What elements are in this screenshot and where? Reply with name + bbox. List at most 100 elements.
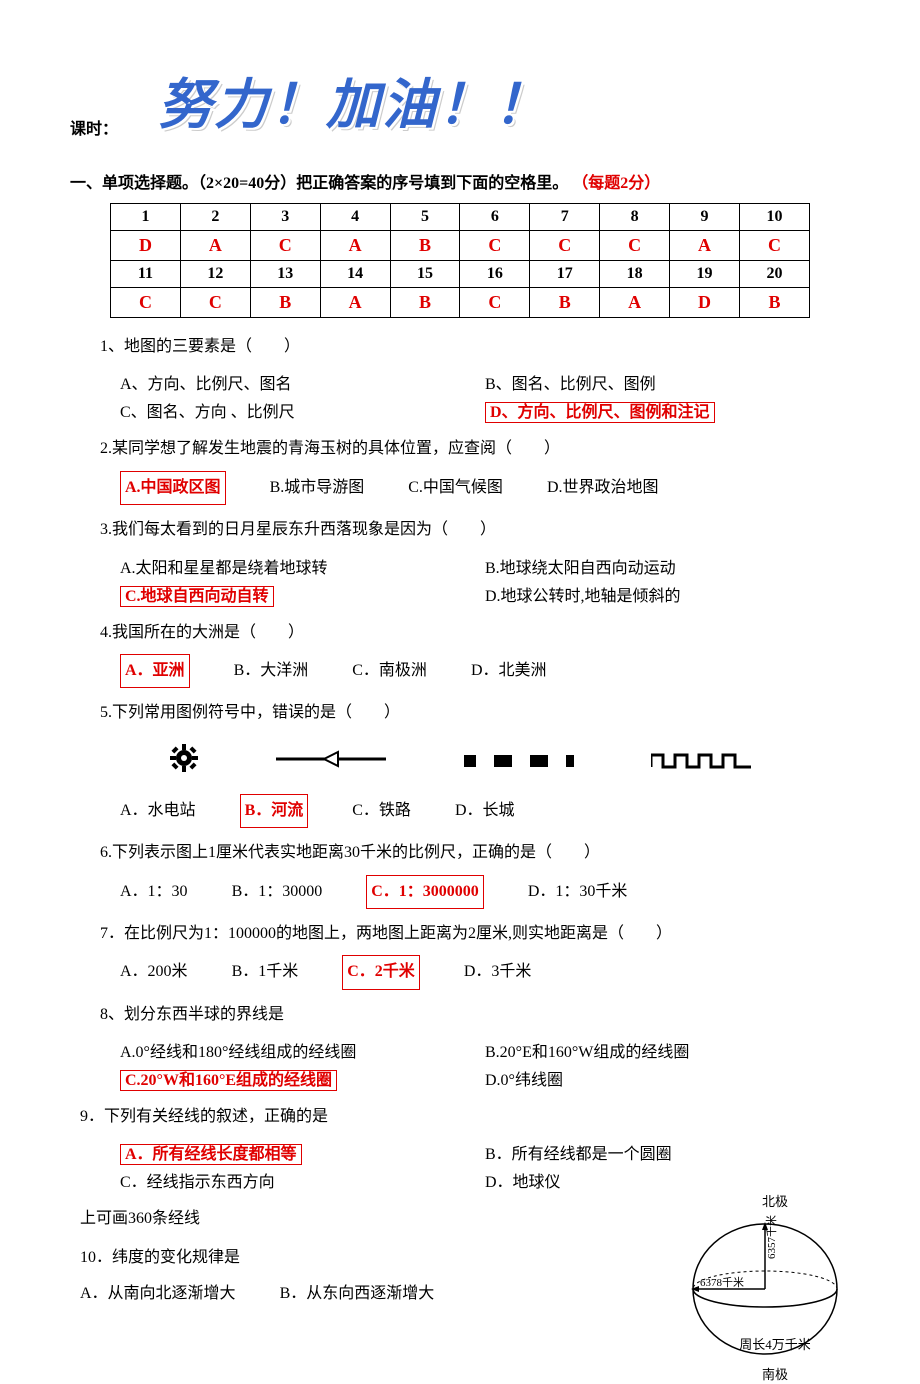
grid-answer: A — [600, 288, 670, 318]
grid-answer: C — [460, 288, 530, 318]
q7-options: A．200米 B．1千米 C．2千米 D．3千米 — [120, 955, 850, 989]
grid-num: 12 — [180, 261, 250, 288]
q6-opt-b: B．1：30000 — [232, 877, 323, 907]
grid-answer: A — [180, 231, 250, 261]
q9-opt-c: C．经线指示东西方向 — [120, 1166, 485, 1194]
q7-opt-a: A．200米 — [120, 957, 188, 987]
globe-circumference-label: 周长4万千米 — [739, 1337, 811, 1352]
q8-opt-c: C.20°W和160°E组成的经线圈 — [120, 1070, 337, 1091]
q3-opt-b: B.地球绕太阳自西向动运动 — [485, 552, 850, 580]
grid-answer: C — [600, 231, 670, 261]
q2-opt-c: C.中国气候图 — [408, 473, 503, 503]
banner-text: 努力！加油！！ — [158, 60, 550, 139]
grid-answer: C — [530, 231, 600, 261]
grid-num: 14 — [320, 261, 390, 288]
grid-answer: B — [530, 288, 600, 318]
q9-opt-d-part1: D．地球仪 — [485, 1166, 850, 1194]
timing-label: 课时： — [70, 115, 118, 139]
globe-south-label: 南极 — [762, 1367, 788, 1382]
table-row: C C B A B C B A D B — [111, 288, 810, 318]
q3-stem: 3.我们每太看到的日月星辰东升西落现象是因为（ ） — [100, 515, 850, 545]
grid-num: 11 — [111, 261, 181, 288]
q8-stem: 8、划分东西半球的界线是 — [100, 1000, 850, 1030]
grid-num: 20 — [740, 261, 810, 288]
grid-num: 17 — [530, 261, 600, 288]
q5-options: A．水电站 B．河流 C．铁路 D．长城 — [120, 794, 850, 828]
grid-num: 9 — [670, 204, 740, 231]
grid-num: 1 — [111, 204, 181, 231]
grid-num: 2 — [180, 204, 250, 231]
table-row: D A C A B C C C A C — [111, 231, 810, 261]
rail-block-icon — [464, 746, 574, 776]
grid-num: 15 — [390, 261, 460, 288]
table-row: 11 12 13 14 15 16 17 18 19 20 — [111, 261, 810, 288]
table-row: 1 2 3 4 5 6 7 8 9 10 — [111, 204, 810, 231]
q9-options: A．所有经线长度都相等 B．所有经线都是一个圆圈 C．经线指示东西方向 D．地球… — [120, 1138, 850, 1194]
q8-opt-b: B.20°E和160°W组成的经线圈 — [485, 1036, 850, 1064]
q9-opt-b: B．所有经线都是一个圆圈 — [485, 1138, 850, 1166]
grid-answer: C — [250, 231, 320, 261]
globe-figure: 北极 6378千米 6357千米 周长4万千米 南极 — [680, 1194, 850, 1384]
q2-opt-d: D.世界政治地图 — [547, 473, 659, 503]
q7-opt-c: C．2千米 — [342, 955, 420, 989]
grid-answer: A — [320, 231, 390, 261]
q5-stem: 5.下列常用图例符号中，错误的是（ ） — [100, 698, 850, 728]
grid-answer: B — [250, 288, 320, 318]
q1-opt-c: C、图名、方向 、比例尺 — [120, 396, 485, 424]
grid-answer: B — [740, 288, 810, 318]
section-1-title-red: （每题2分） — [572, 175, 660, 192]
grid-answer: A — [670, 231, 740, 261]
q9-stem: 9．下列有关经线的叙述，正确的是 — [80, 1102, 850, 1132]
q10-opt-b: B．从东向西逐渐增大 — [280, 1279, 435, 1309]
q7-opt-b: B．1千米 — [232, 957, 299, 987]
q5-opt-d: D．长城 — [455, 796, 515, 826]
q5-symbol-row — [130, 743, 790, 780]
answer-grid: 1 2 3 4 5 6 7 8 9 10 D A C A B C C C A C… — [110, 203, 810, 318]
q5-opt-c: C．铁路 — [352, 796, 411, 826]
grid-answer: D — [111, 231, 181, 261]
grid-num: 7 — [530, 204, 600, 231]
q3-options: A.太阳和星星都是绕着地球转 B.地球绕太阳自西向动运动 C.地球自西向动自转 … — [120, 552, 850, 608]
crenellation-icon — [651, 746, 751, 776]
q4-opt-b: B．大洋洲 — [234, 656, 309, 686]
q5-opt-a: A．水电站 — [120, 796, 196, 826]
grid-num: 5 — [390, 204, 460, 231]
q1-stem: 1、地图的三要素是（ ） — [100, 332, 850, 362]
q3-opt-a: A.太阳和星星都是绕着地球转 — [120, 552, 485, 580]
q4-stem: 4.我国所在的大洲是（ ） — [100, 618, 850, 648]
q2-opt-b: B.城市导游图 — [270, 473, 365, 503]
q2-opt-a: A.中国政区图 — [120, 471, 226, 505]
q9-opt-a: A．所有经线长度都相等 — [120, 1144, 302, 1165]
section-1-title: 一、单项选择题。（2×20=40分）把正确答案的序号填到下面的空格里。 （每题2… — [70, 169, 850, 193]
q6-stem: 6.下列表示图上1厘米代表实地距离30千米的比例尺，正确的是（ ） — [100, 838, 850, 868]
grid-answer: A — [320, 288, 390, 318]
q1-options: A、方向、比例尺、图名 B、图名、比例尺、图例 C、图名、方向 、比例尺 D、方… — [120, 368, 850, 424]
grid-answer: C — [460, 231, 530, 261]
q6-opt-c: C．1：3000000 — [366, 875, 484, 909]
globe-radius-label: 6378千米 — [700, 1276, 744, 1289]
grid-num: 8 — [600, 204, 670, 231]
gear-icon — [169, 743, 199, 780]
grid-num: 19 — [670, 261, 740, 288]
q10-opt-a: A．从南向北逐渐增大 — [80, 1279, 236, 1309]
grid-answer: C — [111, 288, 181, 318]
q4-opt-a: A．亚洲 — [120, 654, 190, 688]
grid-answer: D — [670, 288, 740, 318]
q5-opt-b: B．河流 — [240, 794, 309, 828]
grid-answer: B — [390, 231, 460, 261]
q6-opt-a: A．1：30 — [120, 877, 188, 907]
q1-opt-a: A、方向、比例尺、图名 — [120, 368, 485, 396]
section-1-title-plain: 一、单项选择题。（2×20=40分）把正确答案的序号填到下面的空格里。 — [70, 175, 568, 192]
globe-vertical-label: 6357千米 — [765, 1215, 778, 1259]
q6-opt-d: D．1：30千米 — [528, 877, 628, 907]
q3-opt-d: D.地球公转时,地轴是倾斜的 — [485, 580, 850, 608]
grid-num: 6 — [460, 204, 530, 231]
arrow-line-icon — [276, 746, 386, 776]
globe-north-label: 北极 — [762, 1194, 788, 1209]
q8-opt-a: A.0°经线和180°经线组成的经线圈 — [120, 1036, 485, 1064]
q8-options: A.0°经线和180°经线组成的经线圈 B.20°E和160°W组成的经线圈 C… — [120, 1036, 850, 1092]
grid-answer: C — [180, 288, 250, 318]
grid-num: 4 — [320, 204, 390, 231]
grid-num: 10 — [740, 204, 810, 231]
q7-stem: 7．在比例尺为1：100000的地图上，两地图上距离为2厘米,则实地距离是（ ） — [100, 919, 850, 949]
